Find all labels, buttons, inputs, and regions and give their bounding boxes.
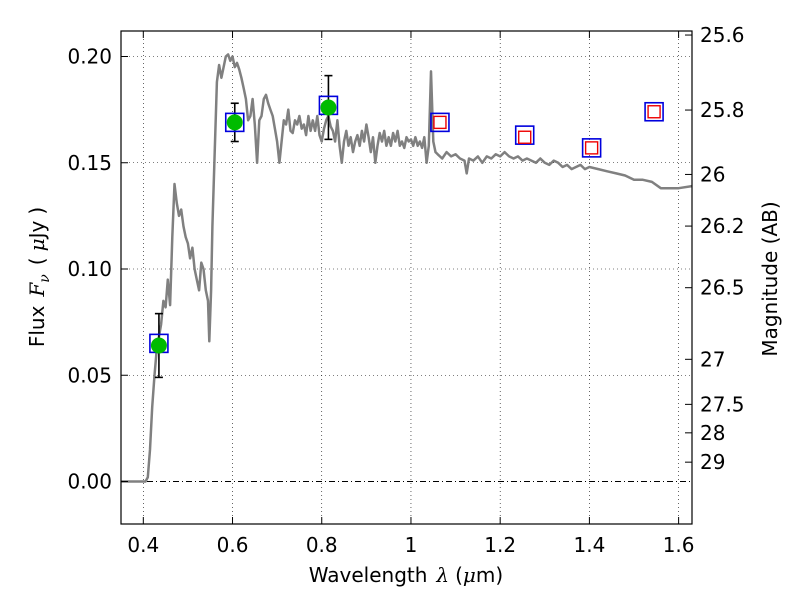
magnitude-axis-title: Magnitude (AB) — [758, 201, 782, 356]
x-axis-ticks: 0.4 0.6 0.8 1 1.2 1.4 1.6 — [127, 31, 695, 557]
model-spectrum-line — [121, 53, 692, 483]
y-axis-label: Flux — [25, 305, 49, 347]
plot-frame — [120, 30, 693, 525]
y-tick-label: 0.10 — [67, 257, 112, 281]
x-tick-label: 1.2 — [484, 533, 516, 557]
y-axis-symbol: F — [25, 282, 49, 298]
x-axis-unit-mu: μ — [463, 563, 476, 587]
magnitude-axis-ticks: 25.6 25.8 26 26.2 26.5 27 27.5 28 29 — [685, 23, 745, 474]
x-tick-label: 1 — [405, 533, 418, 557]
observed-photometry-marker — [150, 337, 167, 354]
model-photometry-marker — [430, 112, 450, 133]
y-axis-unit-close: ) — [25, 207, 49, 215]
y-axis-ticks: 0.00 0.05 0.10 0.15 0.20 — [67, 45, 128, 494]
predicted-photometry-marker — [584, 141, 599, 155]
y-tick-label: 0.00 — [67, 470, 112, 494]
predicted-photometry-marker — [647, 105, 661, 119]
magnitude-tick-label: 27 — [700, 347, 725, 371]
markers — [149, 95, 664, 354]
magnitude-tick-label: 26.2 — [700, 214, 745, 238]
y-axis-unit-rest: Jy — [25, 220, 49, 240]
model-photometry-marker — [514, 125, 535, 145]
observed-photometry-marker — [226, 114, 243, 131]
model-photometry-marker — [581, 138, 602, 158]
magnitude-tick-label: 28 — [700, 421, 725, 445]
y-tick-label: 0.05 — [67, 363, 112, 387]
x-tick-label: 0.6 — [217, 533, 249, 557]
x-axis-unit-open: ( — [455, 563, 463, 587]
x-tick-label: 0.8 — [306, 533, 338, 557]
x-axis-symbol: λ — [435, 563, 449, 587]
predicted-photometry-marker — [518, 130, 532, 144]
model-photometry-marker — [644, 101, 664, 122]
magnitude-tick-label: 25.6 — [700, 23, 745, 47]
magnitude-tick-label: 29 — [700, 450, 725, 474]
x-tick-label: 0.4 — [127, 533, 159, 557]
observed-photometry-marker — [320, 99, 337, 116]
y-tick-label: 0.20 — [67, 45, 112, 69]
model-photometry-marker — [224, 112, 245, 133]
predicted-photometry-marker — [433, 115, 447, 130]
y-axis-title: Flux Fν ( μJy) — [25, 207, 53, 347]
y-axis-unit-mu: μ — [25, 238, 49, 251]
y-axis-unit-open: ( — [25, 257, 49, 265]
y-axis-subscript: ν — [37, 274, 53, 283]
x-axis-label: Wavelength — [309, 563, 428, 587]
y-tick-label: 0.15 — [67, 151, 112, 175]
x-tick-label: 1.4 — [573, 533, 605, 557]
plot-area — [121, 53, 692, 483]
magnitude-tick-label: 26 — [700, 162, 725, 186]
magnitude-tick-label: 25.8 — [700, 98, 745, 122]
magnitude-tick-label: 26.5 — [700, 276, 745, 300]
x-axis-unit-rest: m) — [476, 563, 503, 587]
x-axis-title: Wavelength λ (μm) — [309, 563, 503, 587]
magnitude-tick-label: 27.5 — [700, 392, 745, 416]
x-tick-label: 1.6 — [663, 533, 695, 557]
